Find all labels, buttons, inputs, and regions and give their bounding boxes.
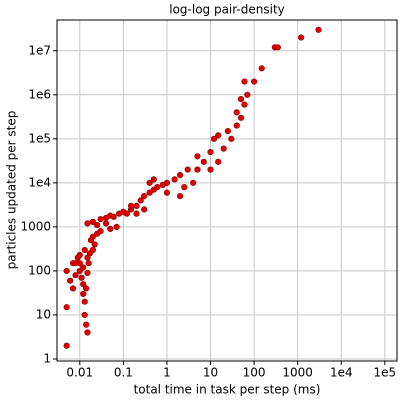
- point: [84, 269, 91, 277]
- point: [80, 264, 87, 271]
- point: [91, 241, 98, 248]
- point: [274, 44, 281, 51]
- point: [81, 246, 88, 254]
- y-tick-label: 1e7: [28, 43, 51, 57]
- point: [194, 153, 201, 160]
- point: [94, 221, 101, 229]
- point: [171, 176, 178, 183]
- point: [146, 179, 153, 186]
- chart-title: log-log pair-density: [169, 3, 285, 17]
- point: [67, 277, 74, 284]
- point: [258, 65, 265, 72]
- point: [85, 260, 92, 267]
- point: [107, 225, 114, 233]
- point: [63, 342, 70, 349]
- point: [233, 122, 240, 129]
- point: [176, 172, 184, 179]
- point: [251, 78, 258, 85]
- point: [89, 246, 97, 254]
- point: [89, 218, 97, 225]
- point: [315, 26, 322, 33]
- x-tick-label: 1: [163, 366, 171, 380]
- y-tick-label: 100: [28, 263, 51, 277]
- point: [69, 260, 77, 267]
- x-tick-label: 1e4: [330, 366, 353, 380]
- x-tick-label: 1e5: [374, 366, 397, 380]
- point: [298, 34, 305, 41]
- point: [220, 145, 227, 152]
- point: [76, 260, 83, 267]
- point: [244, 91, 251, 98]
- point: [194, 166, 201, 173]
- x-tick-label: 10: [203, 366, 218, 380]
- point: [80, 290, 87, 298]
- y-tick-label: 1e4: [28, 175, 51, 189]
- point: [127, 202, 135, 209]
- point: [123, 210, 130, 217]
- point: [137, 197, 144, 204]
- y-tick-label: 10: [36, 307, 51, 321]
- y-tick-label: 1: [43, 351, 51, 365]
- point: [224, 127, 231, 135]
- point: [141, 206, 148, 213]
- point: [83, 321, 90, 328]
- point: [84, 329, 91, 336]
- y-axis-label: particles updated per step: [5, 111, 19, 270]
- x-tick-label: 0.01: [66, 366, 93, 380]
- point: [110, 213, 117, 220]
- point: [200, 158, 207, 165]
- point: [184, 166, 191, 173]
- point: [215, 132, 222, 139]
- point: [72, 272, 79, 279]
- point: [81, 298, 88, 305]
- point: [241, 78, 248, 85]
- x-tick-label: 0.1: [114, 366, 133, 380]
- point: [146, 189, 153, 196]
- point: [97, 228, 104, 235]
- point: [207, 166, 214, 173]
- point: [113, 223, 120, 230]
- point: [154, 184, 161, 191]
- y-tick-label: 1000: [20, 219, 51, 233]
- point: [163, 179, 171, 186]
- y-tick-label: 1e6: [28, 87, 51, 101]
- point: [76, 251, 83, 259]
- x-axis-label: total time in task per step (ms): [134, 383, 321, 397]
- point: [80, 281, 87, 288]
- point: [63, 267, 70, 275]
- y-tick-label: 1e5: [28, 131, 51, 145]
- point: [215, 158, 222, 165]
- plot-frame: [56, 19, 398, 362]
- point: [241, 101, 248, 108]
- x-tick-label: 100: [243, 366, 266, 380]
- point: [133, 210, 140, 217]
- point: [163, 189, 171, 196]
- point: [237, 114, 245, 121]
- point: [190, 179, 197, 186]
- point: [83, 285, 90, 292]
- point: [97, 216, 104, 223]
- point: [84, 220, 91, 227]
- point: [81, 311, 88, 319]
- point: [176, 193, 184, 200]
- point: [87, 237, 95, 244]
- point: [181, 184, 188, 191]
- point: [233, 109, 240, 116]
- point: [141, 193, 148, 200]
- point: [78, 274, 85, 281]
- point: [237, 95, 245, 103]
- point: [207, 148, 214, 156]
- point: [228, 135, 235, 142]
- point: [210, 135, 218, 142]
- point: [133, 202, 140, 209]
- x-tick-label: 1000: [282, 366, 313, 380]
- point: [63, 304, 70, 311]
- point: [150, 176, 157, 183]
- point: [102, 220, 110, 227]
- point: [69, 285, 77, 292]
